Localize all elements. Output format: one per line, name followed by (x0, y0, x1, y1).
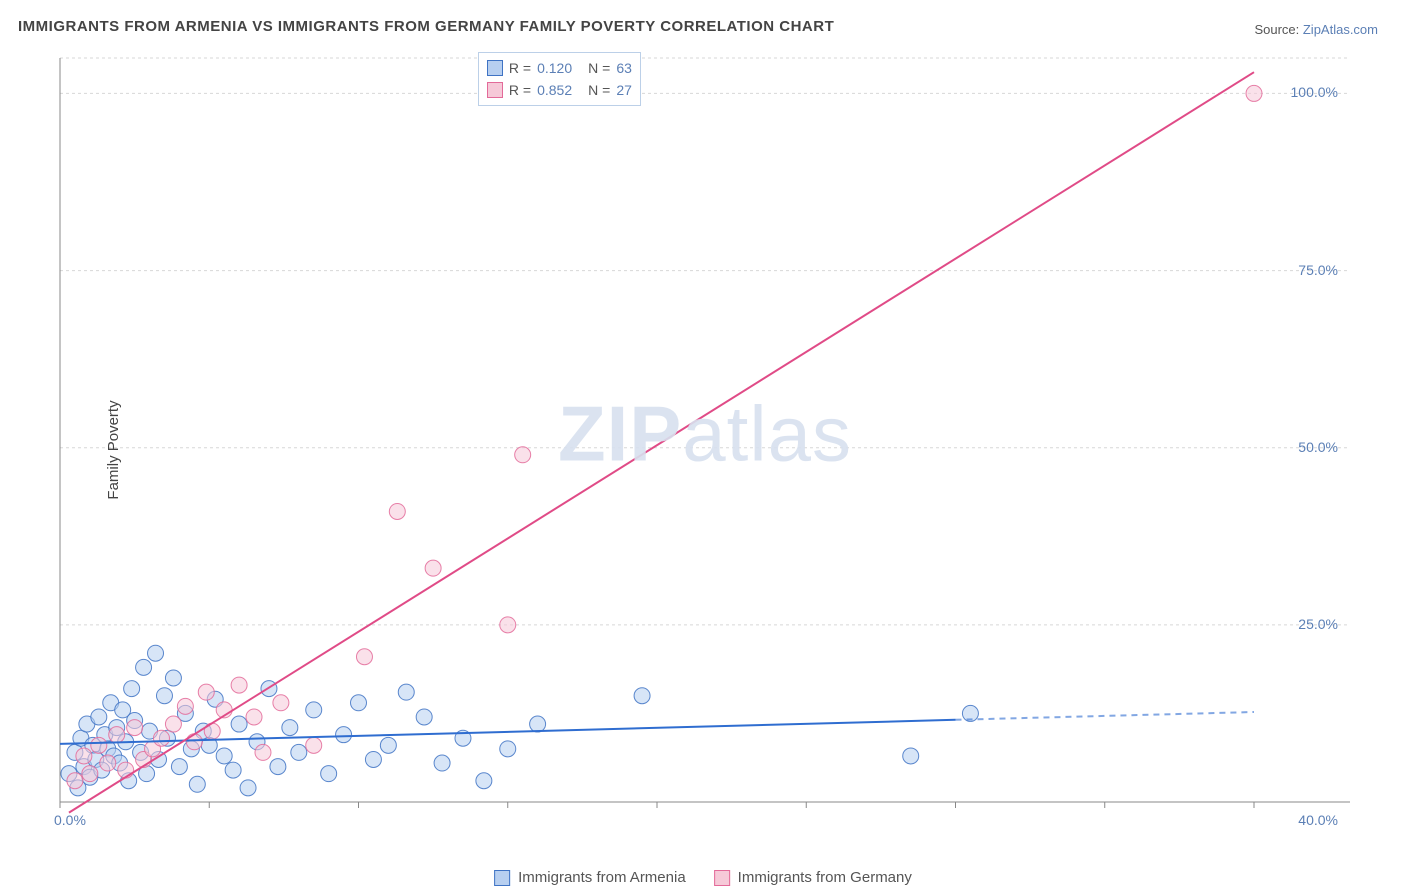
legend-swatch (714, 870, 730, 886)
x-tick-label: 0.0% (54, 812, 86, 828)
legend-series-item: Immigrants from Armenia (494, 869, 686, 886)
legend-n-label: N = (588, 60, 610, 76)
x-tick-label: 40.0% (1298, 812, 1338, 828)
source-attribution: Source: ZipAtlas.com (1254, 22, 1378, 37)
legend-r-label: R = (509, 60, 531, 76)
y-tick-label: 75.0% (1298, 262, 1338, 278)
legend-series-label: Immigrants from Germany (738, 869, 912, 886)
legend-stats-row: R = 0.852 N = 27 (487, 79, 632, 101)
plot-svg (50, 50, 1360, 850)
legend-r-label: R = (509, 82, 531, 98)
y-tick-label: 25.0% (1298, 616, 1338, 632)
legend-swatch (494, 870, 510, 886)
source-link[interactable]: ZipAtlas.com (1303, 22, 1378, 37)
legend-series: Immigrants from Armenia Immigrants from G… (494, 869, 912, 886)
legend-r-value: 0.852 (537, 82, 572, 98)
legend-series-label: Immigrants from Armenia (518, 869, 686, 886)
y-tick-label: 50.0% (1298, 439, 1338, 455)
plot-area: Family Poverty ZIPatlas R = 0.120 N = 63… (50, 50, 1360, 850)
chart-title: IMMIGRANTS FROM ARMENIA VS IMMIGRANTS FR… (18, 18, 834, 35)
legend-stats: R = 0.120 N = 63R = 0.852 N = 27 (478, 52, 641, 106)
legend-swatch (487, 82, 503, 98)
source-label: Source: (1254, 22, 1302, 37)
legend-series-item: Immigrants from Germany (714, 869, 912, 886)
y-axis-label: Family Poverty (105, 400, 122, 499)
legend-n-value: 27 (616, 82, 632, 98)
legend-r-value: 0.120 (537, 60, 572, 76)
legend-n-value: 63 (616, 60, 632, 76)
y-tick-label: 100.0% (1291, 84, 1338, 100)
legend-swatch (487, 60, 503, 76)
legend-n-label: N = (588, 82, 610, 98)
legend-stats-row: R = 0.120 N = 63 (487, 57, 632, 79)
correlation-chart: IMMIGRANTS FROM ARMENIA VS IMMIGRANTS FR… (0, 0, 1406, 892)
